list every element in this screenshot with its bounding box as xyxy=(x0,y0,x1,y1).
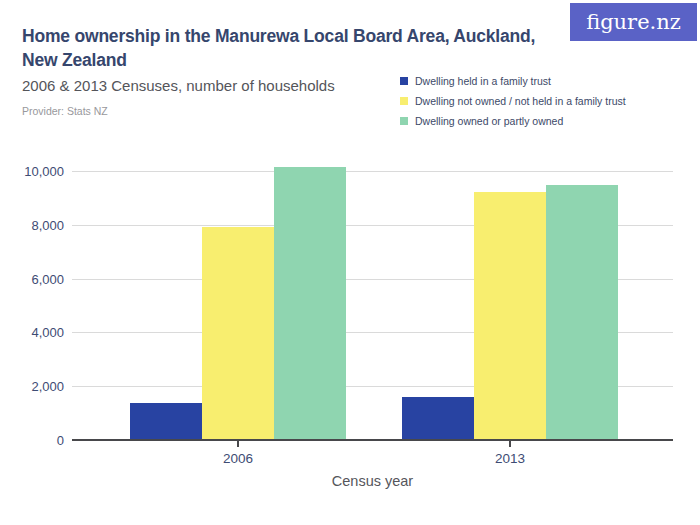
bar-2013-series-3 xyxy=(546,185,618,441)
figure-nz-logo[interactable]: figure.nz xyxy=(570,3,697,41)
page-title-line-2: New Zealand xyxy=(22,48,582,72)
y-tick-label: 4,000 xyxy=(31,325,64,341)
bar-2013-series-2 xyxy=(474,192,546,441)
data-provider: Provider: Stats NZ xyxy=(22,105,108,117)
bar-2006-series-1 xyxy=(130,403,202,441)
page-title: Home ownership in the Manurewa Local Boa… xyxy=(22,24,582,72)
legend-swatch-icon xyxy=(400,77,408,85)
page-title-line-1: Home ownership in the Manurewa Local Boa… xyxy=(22,24,582,48)
legend: Dwelling held in a family trust Dwelling … xyxy=(400,75,626,135)
legend-item-label: Dwelling not owned / not held in a famil… xyxy=(415,95,626,107)
bar-2006-series-3 xyxy=(274,167,346,441)
legend-swatch-icon xyxy=(400,117,408,125)
legend-item: Dwelling owned or partly owned xyxy=(400,115,626,127)
chart-subtitle: 2006 & 2013 Censuses, number of househol… xyxy=(22,77,335,94)
y-tick-label: 2,000 xyxy=(31,379,64,395)
y-tick-label: 0 xyxy=(57,433,64,449)
y-axis-labels: 02,0004,0006,0008,00010,000 xyxy=(0,150,64,441)
x-tick-label: 2013 xyxy=(470,451,550,467)
legend-item: Dwelling held in a family trust xyxy=(400,75,626,87)
bar-2013-series-1 xyxy=(402,397,474,441)
figure-nz-chart-page: figure.nz Home ownership in the Manurewa… xyxy=(0,0,700,525)
legend-item-label: Dwelling held in a family trust xyxy=(415,75,551,87)
bar-2006-series-2 xyxy=(202,227,274,441)
x-tick-label: 2006 xyxy=(198,451,278,467)
plot-area: 20062013 xyxy=(72,150,673,441)
x-tick-mark xyxy=(509,441,511,447)
gridline xyxy=(72,171,673,172)
legend-item: Dwelling not owned / not held in a famil… xyxy=(400,95,626,107)
y-tick-label: 8,000 xyxy=(31,218,64,234)
y-tick-label: 10,000 xyxy=(24,164,64,180)
figure-nz-logo-text: figure.nz xyxy=(586,10,681,34)
legend-item-label: Dwelling owned or partly owned xyxy=(415,115,563,127)
x-axis-title: Census year xyxy=(72,473,673,489)
x-axis-line xyxy=(72,439,673,441)
y-tick-label: 6,000 xyxy=(31,272,64,288)
x-tick-mark xyxy=(237,441,239,447)
legend-swatch-icon xyxy=(400,97,408,105)
